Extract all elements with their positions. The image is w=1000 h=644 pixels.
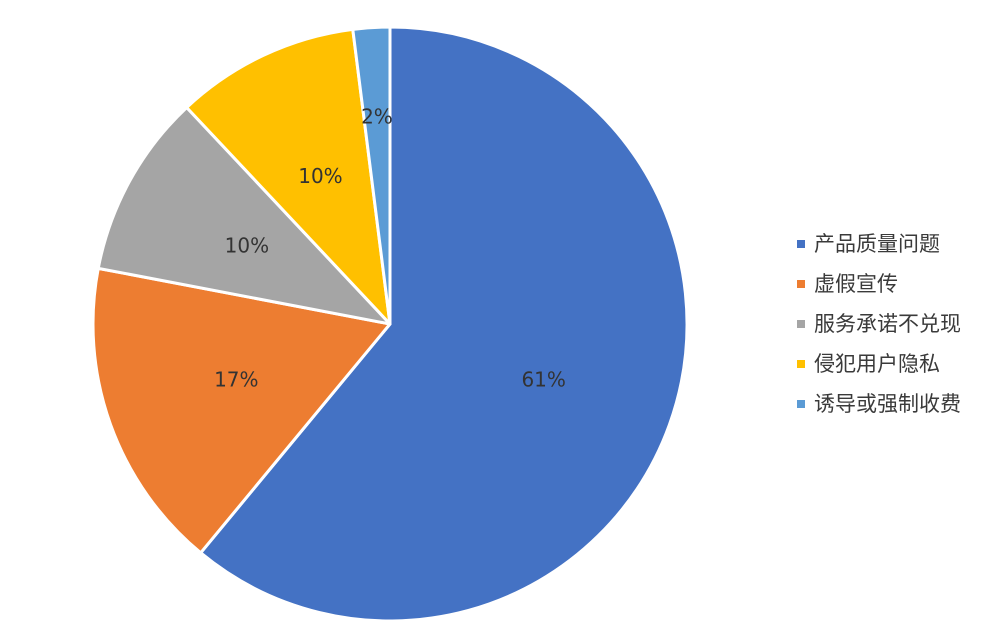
- legend-label-2: 服务承诺不兑现: [814, 312, 961, 336]
- legend-marker-1: [797, 280, 805, 288]
- pie-slice-3: [185, 27, 392, 326]
- pie-slice-2: [96, 105, 392, 326]
- data-label-4: 2%: [361, 105, 393, 129]
- legend-marker-2: [797, 320, 805, 328]
- pie-data-labels: 61% 17% 10% 10% 2%: [214, 105, 566, 392]
- pie-slice-4: [351, 25, 392, 326]
- legend-label-0: 产品质量问题: [814, 232, 940, 256]
- data-label-3: 10%: [298, 164, 342, 188]
- legend-marker-0: [797, 240, 805, 248]
- pie-slice-1: [91, 266, 392, 555]
- legend-label-3: 侵犯用户隐私: [814, 352, 940, 376]
- data-label-1: 17%: [214, 367, 258, 391]
- pie-slices: [91, 25, 689, 623]
- data-label-0: 61%: [521, 367, 565, 391]
- data-label-2: 10%: [225, 233, 269, 257]
- pie-slice-0: [199, 25, 689, 623]
- legend-marker-4: [797, 400, 805, 408]
- legend-label-4: 诱导或强制收费: [814, 392, 961, 416]
- legend-marker-3: [797, 360, 805, 368]
- legend-label-1: 虚假宣传: [814, 272, 898, 296]
